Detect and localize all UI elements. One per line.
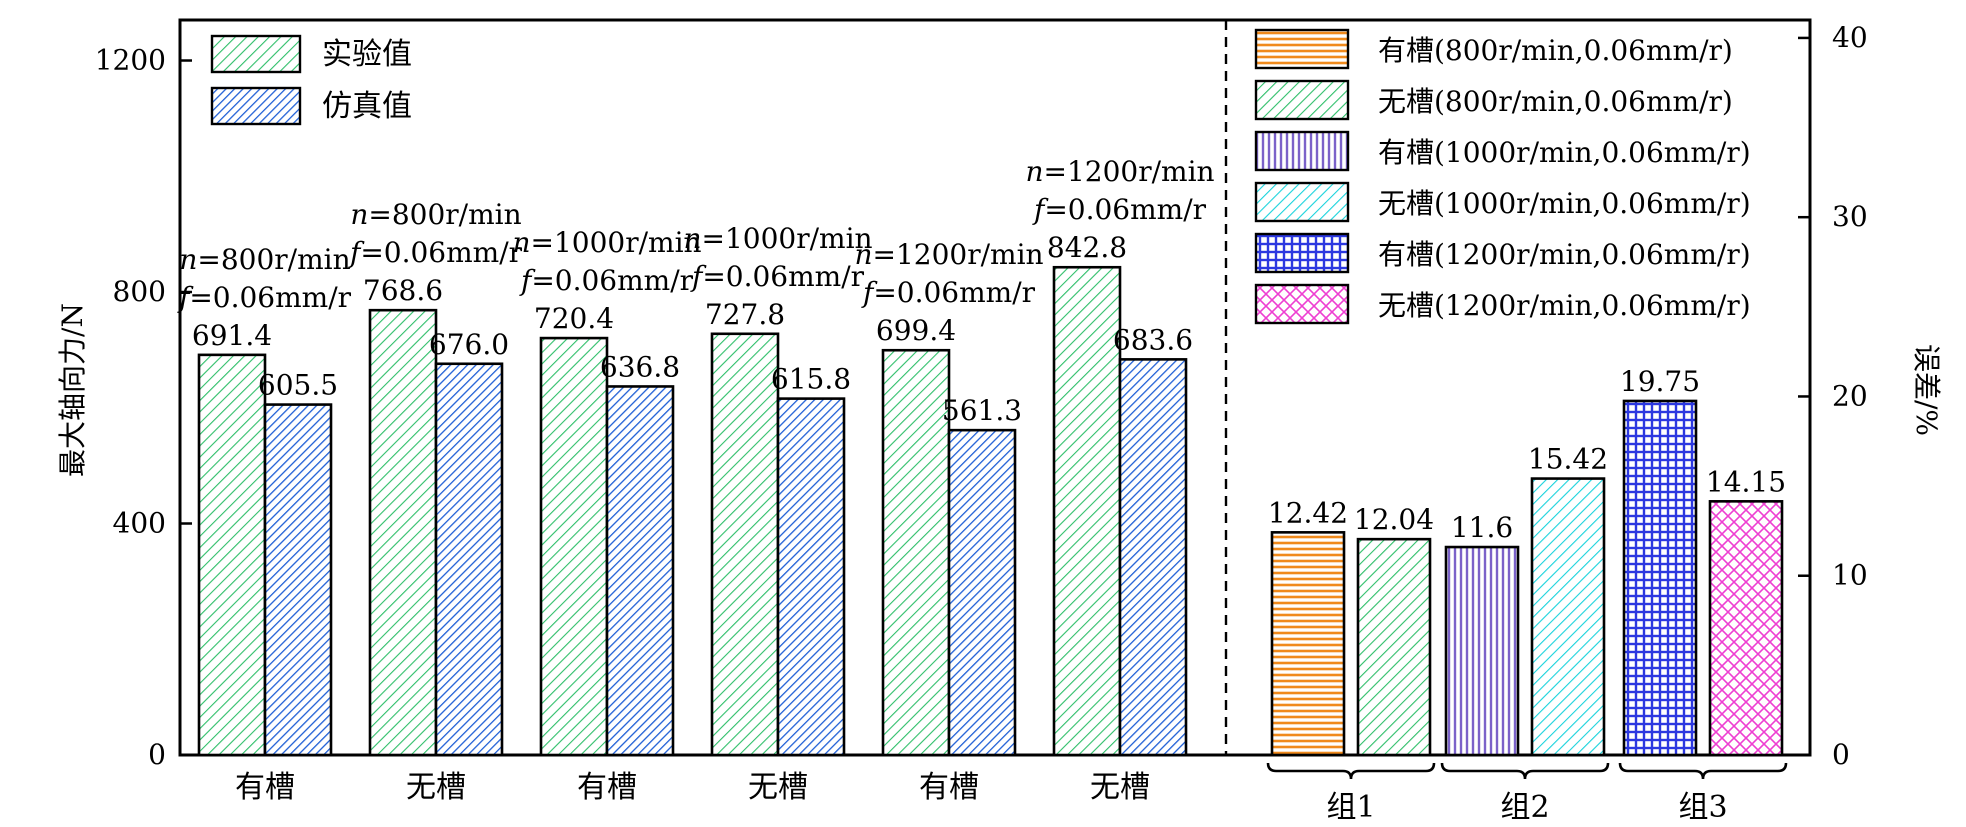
legend-label: 仿真值 — [322, 89, 412, 124]
category-label: 有槽 — [577, 770, 637, 805]
legend-swatch — [1254, 283, 1350, 325]
error-bar — [1356, 537, 1432, 757]
left-y-tick-label: 800 — [113, 275, 166, 308]
legend-label: 有槽(800r/min,0.06mm/r) — [1378, 34, 1733, 67]
bars-layer — [197, 265, 1784, 757]
legend-swatch — [1254, 28, 1350, 70]
labels-layer: 0 400 800 1200 0 10 20 30 40 最大轴向力/N 误差/% 691.4 605.… — [56, 21, 1943, 825]
bar-value-label: 561.3 — [942, 394, 1022, 427]
right-y-tick-label: 0 — [1832, 738, 1850, 771]
group-label: 组2 — [1500, 790, 1549, 825]
right-y-tick-label: 30 — [1832, 200, 1868, 233]
bar-value-label: 636.8 — [600, 350, 680, 383]
bar-value-label: 605.5 — [258, 369, 338, 402]
legend-label: 有槽(1200r/min,0.06mm/r) — [1378, 238, 1751, 271]
bar-simulation — [263, 403, 333, 757]
condition-f-label: f=0.06mm/r — [1032, 193, 1207, 226]
error-bar — [1444, 545, 1520, 757]
legend-swatch — [1254, 79, 1350, 121]
left-y-axis-title: 最大轴向力/N — [56, 303, 89, 477]
legend-label: 无槽(1000r/min,0.06mm/r) — [1378, 187, 1751, 220]
category-label: 无槽 — [1090, 770, 1150, 805]
error-bar-value-label: 11.6 — [1451, 511, 1513, 544]
legend-label: 实验值 — [322, 37, 412, 72]
condition-n-label: n=1000r/min — [683, 222, 872, 255]
bar-value-label: 691.4 — [192, 319, 272, 352]
bar-value-label: 699.4 — [876, 314, 956, 347]
bar-value-label: 683.6 — [1113, 323, 1193, 356]
error-bar — [1622, 399, 1698, 757]
condition-f-label: f=0.06mm/r — [348, 236, 523, 269]
left-y-tick-label: 0 — [148, 738, 166, 771]
error-bar-value-label: 12.04 — [1354, 503, 1434, 536]
category-label: 有槽 — [235, 770, 295, 805]
bar-experiment — [539, 336, 609, 757]
bar-value-label: 720.4 — [534, 302, 614, 335]
condition-n-label: n=1000r/min — [512, 226, 701, 259]
error-bar-value-label: 14.15 — [1706, 465, 1786, 498]
error-bar-value-label: 12.42 — [1268, 496, 1348, 529]
legend-swatch — [1254, 181, 1350, 223]
condition-f-label: f=0.06mm/r — [861, 276, 1036, 309]
error-bar-value-label: 19.75 — [1620, 365, 1700, 398]
bar-experiment — [197, 353, 267, 757]
error-bar — [1530, 477, 1606, 757]
condition-n-label: n=800r/min — [179, 243, 350, 276]
condition-n-label: n=1200r/min — [1025, 155, 1214, 188]
legend-label: 无槽(1200r/min,0.06mm/r) — [1378, 289, 1751, 322]
bar-experiment — [710, 332, 780, 757]
group-brace — [1618, 762, 1788, 780]
condition-f-label: f=0.06mm/r — [519, 264, 694, 297]
legend-swatch — [210, 86, 302, 126]
bar-simulation — [947, 428, 1017, 757]
category-label: 无槽 — [748, 770, 808, 805]
error-bar — [1708, 500, 1784, 757]
condition-n-label: n=800r/min — [350, 198, 521, 231]
group-brace — [1440, 762, 1610, 780]
error-bar-value-label: 15.42 — [1528, 443, 1608, 476]
category-label: 无槽 — [406, 770, 466, 805]
bar-experiment — [881, 348, 951, 757]
legend-swatch — [210, 34, 302, 74]
bar-experiment — [1052, 265, 1122, 757]
error-bar — [1270, 531, 1346, 757]
legend-label: 有槽(1000r/min,0.06mm/r) — [1378, 136, 1751, 169]
left-y-tick-label: 1200 — [95, 44, 166, 77]
bar-experiment — [368, 308, 438, 757]
right-y-axis-title: 误差/% — [1910, 344, 1943, 436]
group-label: 组1 — [1326, 790, 1375, 825]
group-label: 组3 — [1678, 790, 1727, 825]
condition-n-label: n=1200r/min — [854, 238, 1043, 271]
category-label: 有槽 — [919, 770, 979, 805]
legend-label: 无槽(800r/min,0.06mm/r) — [1378, 85, 1733, 118]
right-y-tick-label: 10 — [1832, 559, 1868, 592]
right-y-tick-label: 40 — [1832, 21, 1868, 54]
bar-value-label: 676.0 — [429, 328, 509, 361]
condition-f-label: f=0.06mm/r — [177, 281, 352, 314]
bar-value-label: 842.8 — [1047, 231, 1127, 264]
right-y-tick-label: 20 — [1832, 379, 1868, 412]
bar-value-label: 768.6 — [363, 274, 443, 307]
condition-f-label: f=0.06mm/r — [690, 260, 865, 293]
bar-simulation — [434, 362, 504, 757]
bar-value-label: 615.8 — [771, 363, 851, 396]
group-brace — [1266, 762, 1436, 780]
left-y-tick-label: 400 — [113, 507, 166, 540]
bar-simulation — [776, 397, 846, 757]
legend-swatch — [1254, 232, 1350, 274]
bar-simulation — [1118, 358, 1188, 757]
legend-swatch — [1254, 130, 1350, 172]
bar-simulation — [605, 385, 675, 757]
bar-value-label: 727.8 — [705, 298, 785, 331]
